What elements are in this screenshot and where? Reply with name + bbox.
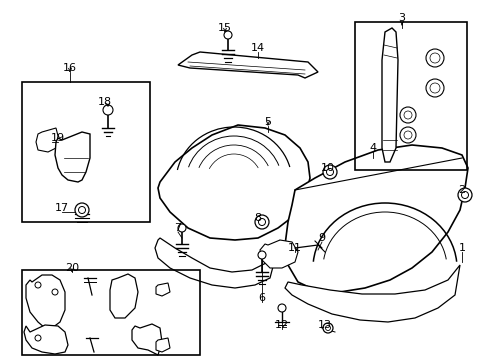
Circle shape	[278, 304, 285, 312]
Text: 2: 2	[458, 185, 465, 195]
Polygon shape	[24, 325, 68, 354]
Circle shape	[224, 31, 231, 39]
Text: 13: 13	[317, 320, 331, 330]
Text: 7: 7	[174, 223, 181, 233]
Circle shape	[403, 111, 411, 119]
Text: 9: 9	[318, 233, 325, 243]
Text: 16: 16	[63, 63, 77, 73]
Text: 18: 18	[98, 97, 112, 107]
Circle shape	[326, 168, 333, 175]
Circle shape	[425, 49, 443, 67]
Circle shape	[75, 203, 89, 217]
Bar	[22, 82, 150, 222]
Polygon shape	[156, 338, 170, 352]
Circle shape	[323, 165, 336, 179]
Polygon shape	[285, 145, 467, 292]
Circle shape	[429, 53, 439, 63]
Circle shape	[403, 131, 411, 139]
Circle shape	[258, 251, 265, 259]
Text: 6: 6	[258, 293, 265, 303]
Polygon shape	[110, 274, 138, 318]
Polygon shape	[26, 275, 65, 328]
Text: 19: 19	[51, 133, 65, 143]
Text: 8: 8	[254, 213, 261, 223]
Polygon shape	[158, 125, 309, 240]
Polygon shape	[55, 132, 90, 182]
Circle shape	[254, 215, 268, 229]
Polygon shape	[260, 240, 297, 268]
Text: 12: 12	[274, 320, 288, 330]
Bar	[354, 22, 466, 170]
Circle shape	[52, 289, 58, 295]
Text: 11: 11	[287, 243, 302, 253]
Circle shape	[323, 323, 332, 333]
Polygon shape	[132, 324, 162, 355]
Circle shape	[457, 188, 471, 202]
Text: 17: 17	[55, 203, 69, 213]
Polygon shape	[381, 28, 397, 162]
Text: 3: 3	[398, 13, 405, 23]
Circle shape	[325, 325, 330, 330]
Circle shape	[461, 192, 468, 198]
Polygon shape	[285, 265, 459, 322]
Polygon shape	[155, 238, 280, 288]
Polygon shape	[36, 128, 58, 152]
Text: 1: 1	[458, 243, 465, 253]
Polygon shape	[178, 52, 317, 78]
Circle shape	[178, 224, 185, 232]
Polygon shape	[156, 283, 170, 296]
Circle shape	[258, 219, 265, 225]
Circle shape	[103, 105, 113, 115]
Circle shape	[35, 335, 41, 341]
Text: 20: 20	[65, 263, 79, 273]
Text: 10: 10	[320, 163, 334, 173]
Text: 4: 4	[368, 143, 376, 153]
Text: 14: 14	[250, 43, 264, 53]
Text: 5: 5	[264, 117, 271, 127]
Circle shape	[429, 83, 439, 93]
Circle shape	[35, 282, 41, 288]
Circle shape	[399, 107, 415, 123]
Text: 15: 15	[218, 23, 231, 33]
Circle shape	[425, 79, 443, 97]
Circle shape	[79, 207, 85, 213]
Bar	[22, 270, 200, 355]
Circle shape	[399, 127, 415, 143]
